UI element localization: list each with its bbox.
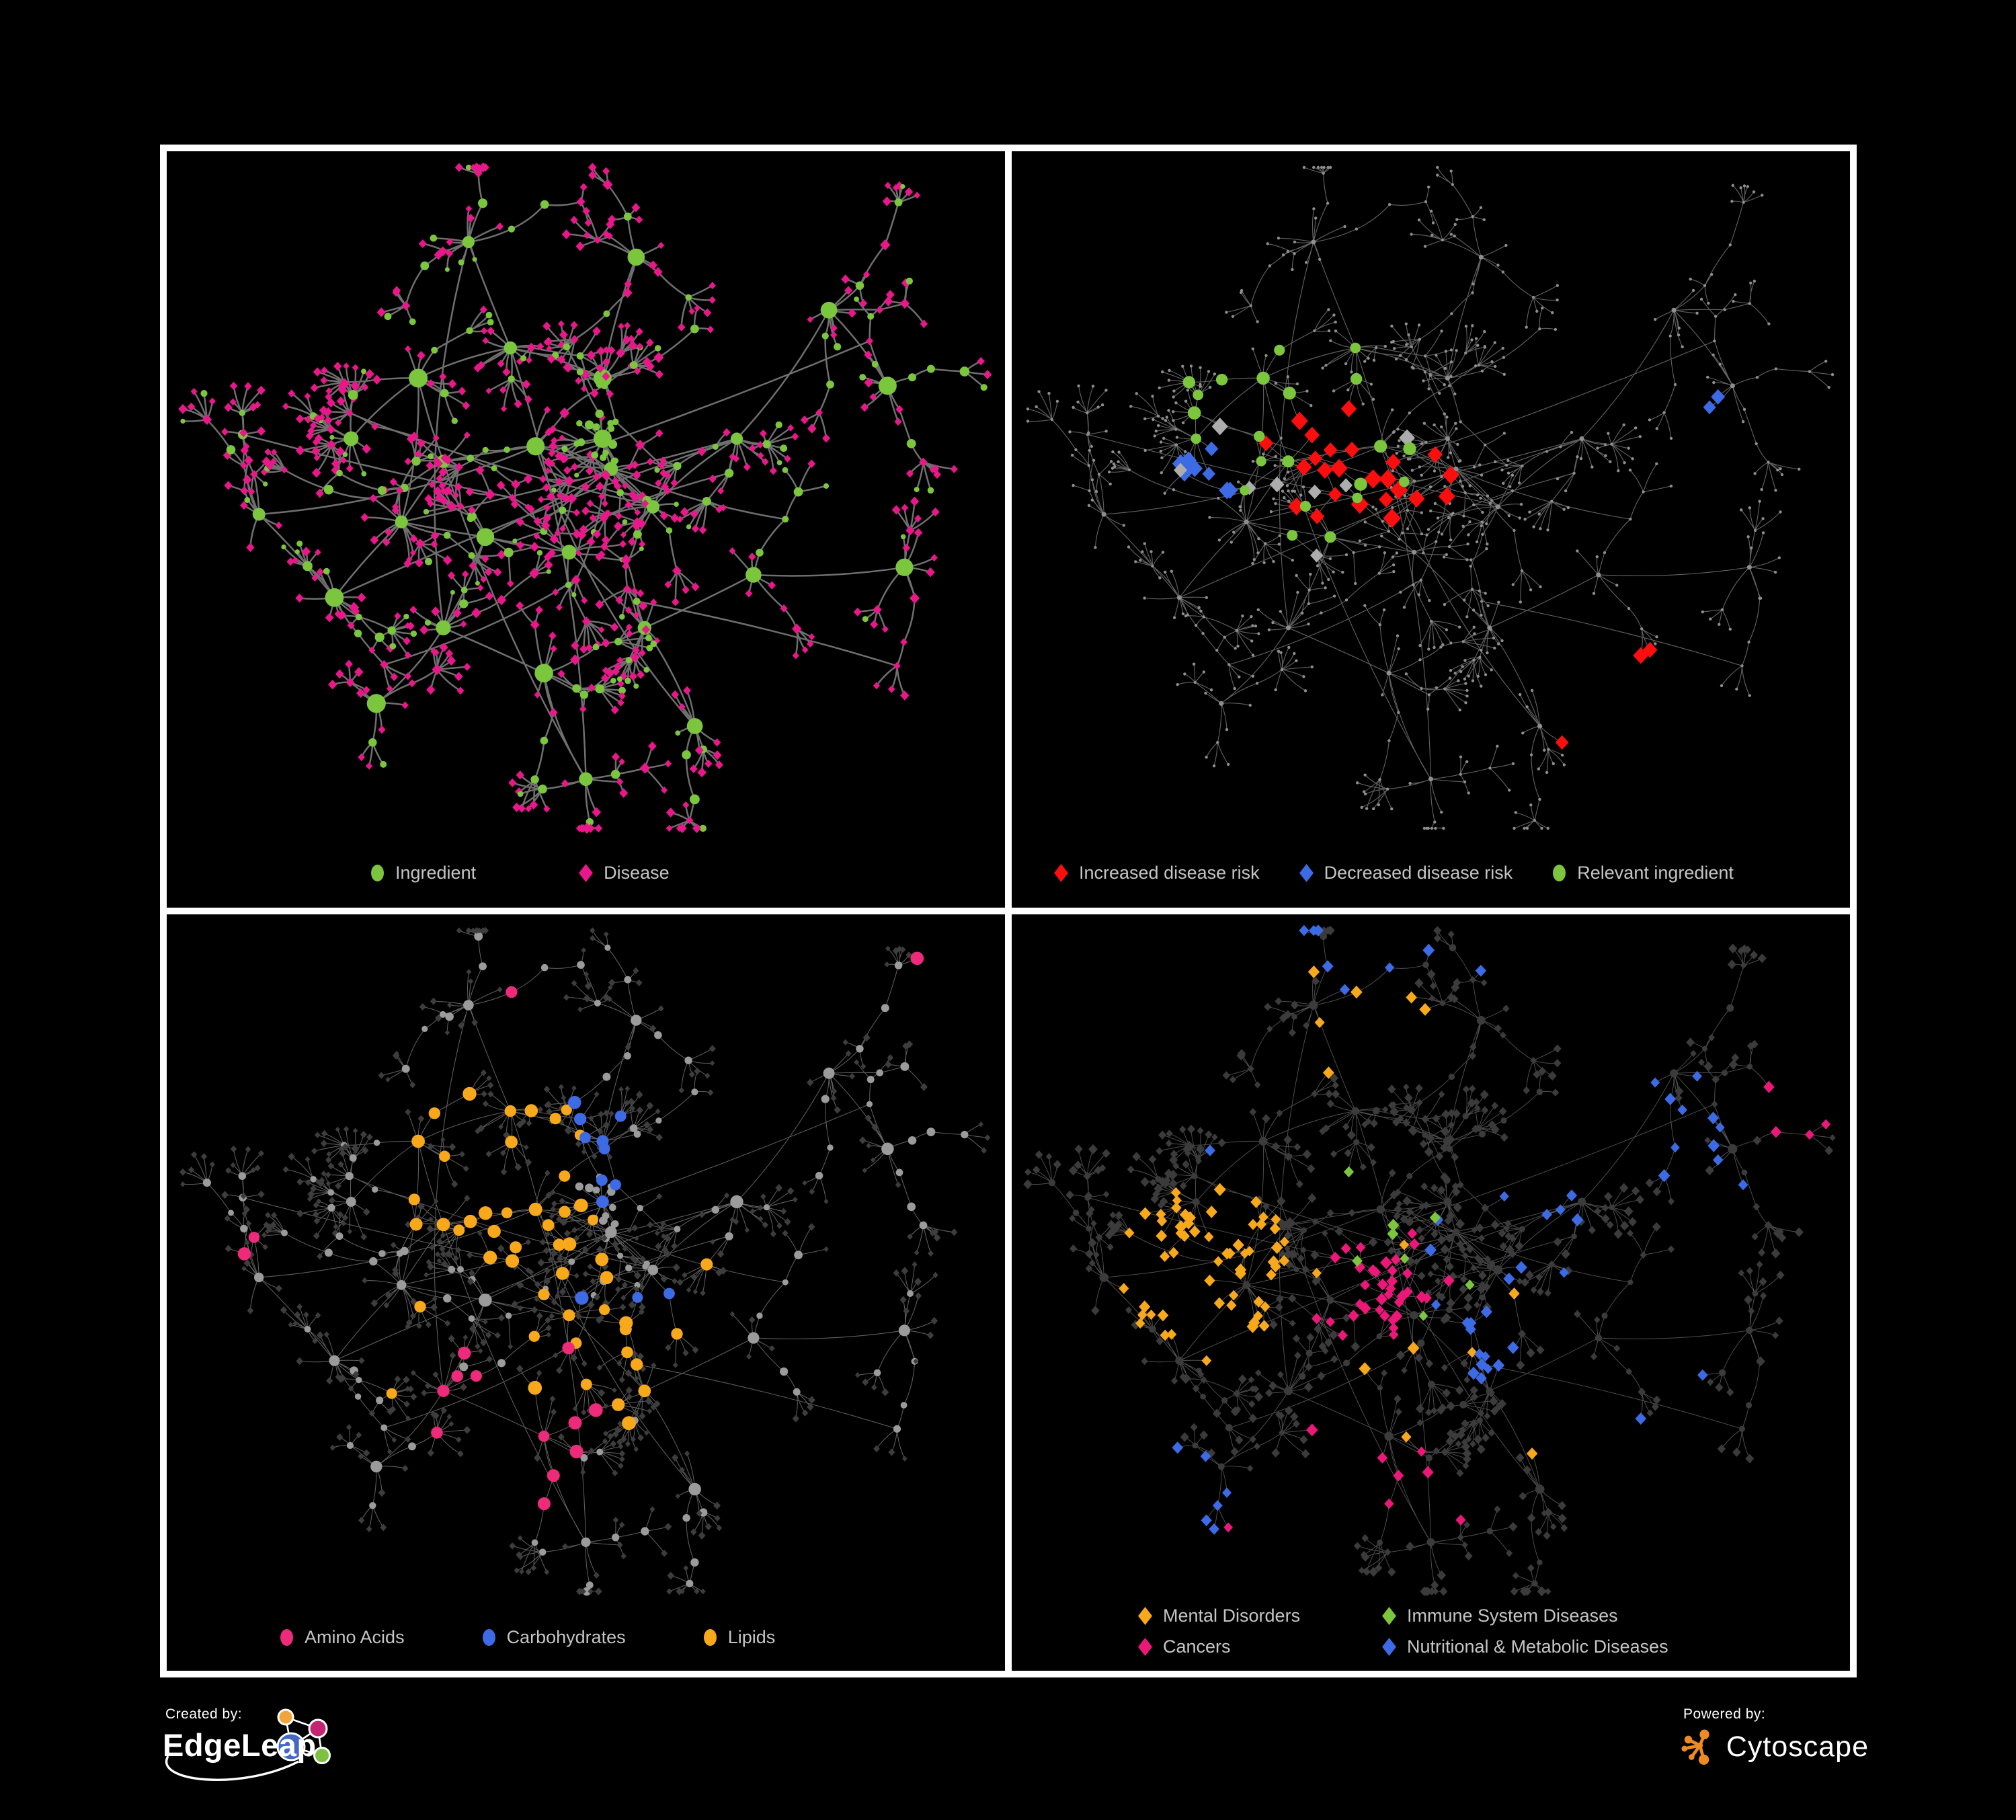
panel-ingredient-classes: Amino Acids Carbohydrates Lipids bbox=[167, 914, 1005, 1671]
legend-disease-classes: Mental Disorders Immune System Diseases Ca… bbox=[1136, 1606, 1668, 1657]
legend-item: Mental Disorders bbox=[1136, 1606, 1380, 1626]
powered-by-label: Powered by: bbox=[1683, 1706, 1766, 1722]
legend-marker-circle-icon bbox=[1553, 865, 1566, 881]
legend-marker-circle-icon bbox=[703, 1629, 717, 1646]
legend-label: Increased disease risk bbox=[1079, 863, 1260, 883]
legend-marker-diamond-icon bbox=[1138, 1638, 1152, 1656]
network-graph-disease-classes bbox=[1023, 924, 1836, 1597]
panel-disease-risk: Increased disease risk Decreased disease … bbox=[1012, 151, 1850, 908]
legend-label: Lipids bbox=[727, 1627, 776, 1647]
cytoscape-wordmark: Cytoscape bbox=[1726, 1730, 1869, 1763]
legend-marker-diamond-icon bbox=[1138, 1607, 1152, 1625]
legend-item: Relevant ingredient bbox=[1550, 863, 1734, 883]
network-graph-ingredient-classes bbox=[179, 926, 991, 1596]
legend-marker-circle-icon bbox=[482, 1629, 495, 1646]
legend-item: Cancers bbox=[1136, 1636, 1380, 1657]
legend-item: Lipids bbox=[701, 1627, 776, 1648]
panel-disease-classes: Mental Disorders Immune System Diseases Ca… bbox=[1012, 914, 1850, 1671]
panel-ingredient-disease: Ingredient Disease bbox=[167, 151, 1005, 908]
legend-marker-diamond-icon bbox=[1382, 1638, 1396, 1656]
legend-item: Amino Acids bbox=[278, 1627, 405, 1648]
legend-item: Disease bbox=[577, 863, 670, 883]
legend-marker-diamond-icon bbox=[1299, 864, 1314, 882]
legend-item: Increased disease risk bbox=[1052, 863, 1260, 883]
cytoscape-logo-icon bbox=[1681, 1729, 1709, 1765]
legend-item: Ingredient bbox=[368, 863, 476, 883]
legend-marker-diamond-icon bbox=[1054, 864, 1068, 882]
legend-marker-diamond-icon bbox=[1382, 1607, 1396, 1625]
edgeleap-wordmark: EdgeLeap bbox=[163, 1727, 317, 1763]
legend-ingredient-classes: Amino Acids Carbohydrates Lipids bbox=[278, 1627, 775, 1648]
legend-label: Mental Disorders bbox=[1163, 1606, 1301, 1626]
legend-marker-circle-icon bbox=[280, 1629, 293, 1646]
edgeleap-logo-icon bbox=[165, 1708, 331, 1781]
legend-item: Immune System Diseases bbox=[1380, 1606, 1668, 1626]
legend-label: Nutritional & Metabolic Diseases bbox=[1407, 1636, 1668, 1657]
cytoscape-credit: Powered by: Cytoscape bbox=[1681, 1706, 1869, 1794]
legend-marker-circle-icon bbox=[371, 865, 384, 881]
legend-label: Relevant ingredient bbox=[1577, 863, 1734, 883]
panel-grid: Ingredient Disease Increased disease risk… bbox=[160, 145, 1857, 1677]
legend-ingredient-disease: Ingredient Disease bbox=[368, 863, 670, 883]
legend-item: Carbohydrates bbox=[480, 1627, 626, 1648]
legend-disease-risk: Increased disease risk Decreased disease … bbox=[1052, 863, 1734, 883]
legend-label: Ingredient bbox=[395, 863, 477, 883]
legend-item: Nutritional & Metabolic Diseases bbox=[1380, 1636, 1668, 1657]
legend-label: Amino Acids bbox=[305, 1627, 405, 1647]
network-graph-ingredient-disease bbox=[178, 162, 992, 834]
legend-label: Immune System Diseases bbox=[1407, 1606, 1618, 1626]
legend-label: Disease bbox=[604, 863, 670, 883]
legend-item: Decreased disease risk bbox=[1297, 863, 1513, 883]
legend-marker-diamond-icon bbox=[579, 864, 594, 882]
legend-label: Decreased disease risk bbox=[1324, 863, 1513, 883]
legend-label: Carbohydrates bbox=[506, 1627, 626, 1647]
edgeleap-credit: Created by: EdgeLeap bbox=[159, 1700, 387, 1801]
created-by-label: Created by: bbox=[165, 1706, 243, 1722]
legend-label: Cancers bbox=[1163, 1636, 1231, 1657]
network-graph-disease-risk bbox=[1026, 165, 1834, 830]
